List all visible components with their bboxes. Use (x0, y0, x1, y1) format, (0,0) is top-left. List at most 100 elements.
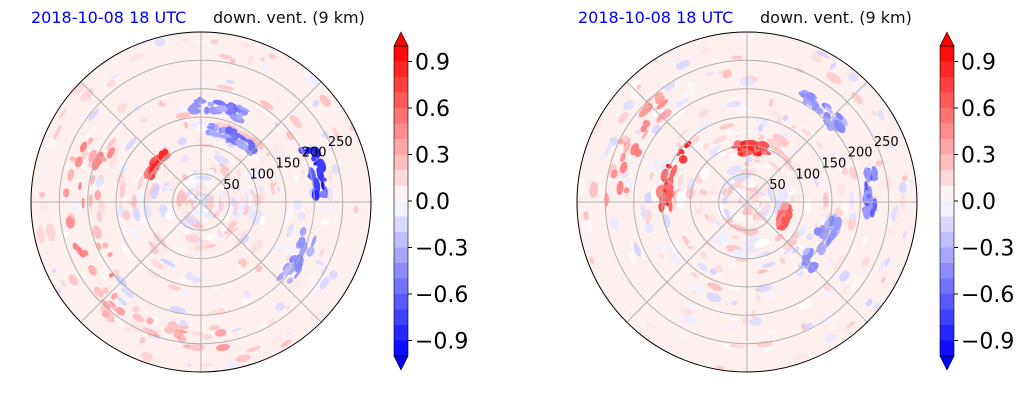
field-blob (51, 268, 57, 274)
feature-mark (101, 299, 112, 309)
field-blob (604, 141, 612, 157)
field-blob (730, 223, 747, 233)
field-blob (59, 206, 64, 212)
field-blob (196, 239, 212, 248)
field-blob (118, 202, 123, 208)
field-blob (728, 343, 746, 349)
colorbar-segment (394, 278, 408, 295)
field-blob (297, 212, 306, 221)
field-blob (92, 225, 102, 240)
field-blob (269, 178, 275, 196)
field-blob (746, 223, 757, 230)
field-blob (239, 229, 248, 239)
field-blob (137, 175, 144, 191)
feature-mark (870, 208, 875, 218)
colorbar-tick-label: 0.3 (415, 144, 450, 169)
field-blob (640, 204, 647, 220)
field-blob (72, 82, 85, 96)
field-blob (331, 203, 336, 214)
field-blob (823, 314, 835, 324)
feature-mark (620, 152, 626, 163)
field-blob (68, 274, 79, 286)
colorbar-segment (394, 294, 408, 310)
field-blob (319, 277, 330, 290)
field-blob (830, 61, 837, 70)
field-blob (849, 212, 857, 221)
field-blob (826, 72, 842, 85)
field-blob (767, 138, 783, 148)
field-blob (116, 146, 126, 162)
feature-mark (748, 145, 754, 152)
field-blob (869, 125, 879, 140)
feature-mark (142, 327, 158, 335)
feature-mark (660, 168, 669, 182)
field-blob (301, 169, 306, 175)
field-blob (823, 192, 829, 208)
field-blob (110, 73, 119, 80)
field-blob (294, 172, 299, 181)
field-blob (761, 206, 771, 221)
field-blob (229, 254, 235, 262)
colorbar-segment (394, 263, 408, 279)
field-blob (796, 135, 807, 145)
field-blob (768, 98, 774, 107)
field-blob (218, 54, 233, 60)
field-blob (319, 248, 325, 257)
field-blob (58, 108, 67, 120)
radial-tick-label: 100 (795, 167, 820, 182)
feature-mark (235, 139, 249, 151)
field-blob (881, 276, 886, 283)
field-blob (280, 339, 292, 348)
field-blob (676, 303, 686, 310)
field-blob (877, 257, 886, 274)
field-blob (810, 153, 816, 160)
field-blob (782, 186, 788, 200)
field-blob (729, 95, 737, 102)
field-blob (176, 189, 185, 208)
feature-mark (65, 216, 75, 229)
field-blob (252, 193, 262, 206)
field-blob (241, 42, 251, 49)
field-blob (846, 320, 856, 329)
field-blob (36, 227, 46, 244)
field-blob (777, 189, 786, 205)
field-blob (119, 181, 126, 199)
field-blob (117, 161, 125, 167)
field-blob (60, 279, 67, 288)
field-blob (755, 294, 761, 303)
colorbar-tick-label: 0.9 (415, 51, 450, 76)
field-blob (183, 121, 189, 129)
field-blob (223, 220, 237, 235)
polar-frame (576, 31, 918, 373)
field-blob (76, 167, 85, 173)
field-blob (727, 131, 741, 136)
field-blob (40, 202, 48, 212)
field-blob (694, 139, 707, 151)
field-blob (757, 269, 768, 274)
colorbar-tick-label: 0.9 (961, 51, 996, 76)
field-blob (286, 131, 294, 141)
chart-title-right: down. vent. (9 km) (213, 8, 365, 27)
field-blob (192, 83, 200, 90)
field-blob (150, 259, 165, 270)
field-blob (186, 363, 192, 367)
colorbar-extend-bottom (393, 355, 409, 371)
field-blob (669, 109, 684, 122)
field-blob (185, 271, 194, 280)
field-blob (321, 218, 330, 226)
colorbar-segment (394, 325, 408, 341)
field-blob (140, 218, 149, 224)
field-blob (87, 201, 94, 216)
field-blob (265, 151, 271, 157)
field-blob (589, 181, 599, 198)
field-blob (163, 185, 171, 191)
field-blob (751, 207, 757, 214)
feature-mark (641, 129, 649, 139)
feature-mark (619, 161, 628, 174)
feature-mark (304, 146, 313, 155)
feature-mark (207, 101, 214, 107)
field-blob (225, 230, 239, 243)
field-blob (662, 244, 670, 252)
field-blob (179, 207, 183, 213)
field-blob (767, 187, 774, 203)
